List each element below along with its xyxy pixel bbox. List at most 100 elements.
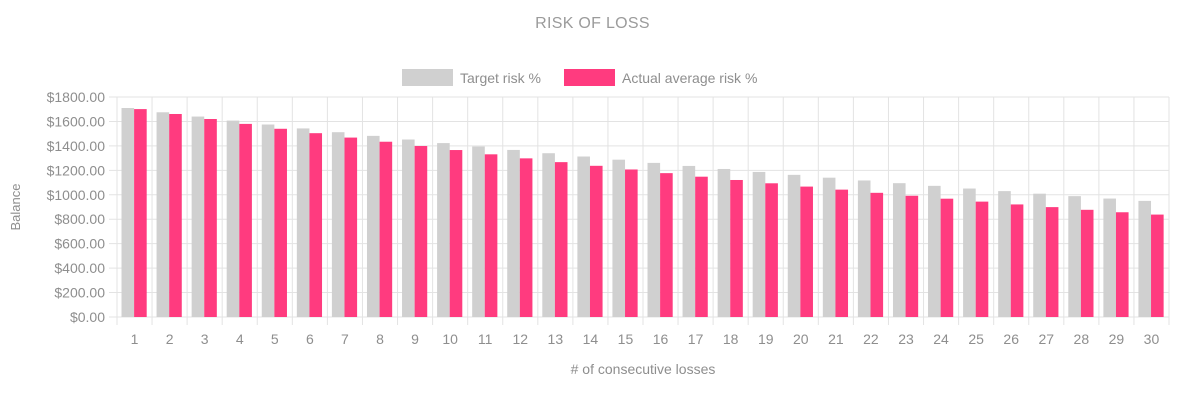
bar-actual[interactable] [940,198,954,317]
y-tick-label: $800.00 [54,211,105,227]
bar-target[interactable] [1033,193,1046,317]
y-tick-label: $1800.00 [47,89,106,105]
bar-actual[interactable] [274,128,287,317]
y-tick-label: $600.00 [54,236,105,252]
legend-label[interactable]: Target risk % [460,70,541,86]
x-tick-label: 23 [898,331,914,347]
bar-target[interactable] [612,159,626,317]
bar-actual[interactable] [1010,204,1024,317]
x-tick-label: 25 [968,331,984,347]
bar-target[interactable] [1103,198,1116,317]
x-tick-label: 3 [201,331,209,347]
bar-actual[interactable] [730,179,743,317]
bar-actual[interactable] [905,195,919,317]
bar-actual[interactable] [484,154,498,317]
bar-actual[interactable] [765,183,778,317]
x-tick-label: 27 [1038,331,1054,347]
x-tick-label: 18 [723,331,739,347]
x-tick-label: 2 [166,331,174,347]
bar-target[interactable] [752,171,766,317]
bar-target[interactable] [647,162,661,317]
bar-target[interactable] [857,180,871,317]
axes: $0.00 $200.00 $400.00 $600.00 $800.00 $1000.0… [47,89,1160,347]
legend-swatch[interactable] [564,69,615,86]
bar-actual[interactable] [519,158,533,317]
chart-title: RISK OF LOSS [535,15,650,32]
x-tick-label: 11 [478,331,493,347]
bar-actual[interactable] [134,109,147,317]
bar-target[interactable] [296,128,310,317]
bar-target[interactable] [507,149,520,317]
y-tick-label: $1000.00 [47,187,106,203]
legend-label[interactable]: Actual average risk % [622,70,757,86]
legend[interactable]: Target risk % Actual average risk % [402,69,757,86]
bar-actual[interactable] [554,162,568,317]
bar-target[interactable] [998,191,1011,317]
bar-actual[interactable] [589,165,603,317]
bar-target[interactable] [577,156,590,317]
bar-actual[interactable] [1080,209,1094,317]
bar-target[interactable] [1068,196,1081,317]
bar-actual[interactable] [1115,212,1129,317]
bar-target[interactable] [717,168,731,317]
x-tick-label: 5 [271,331,279,347]
bar-actual[interactable] [414,146,428,317]
bar-target[interactable] [191,116,205,317]
x-tick-label: 22 [863,331,879,347]
bar-actual[interactable] [1045,207,1059,317]
bar-target[interactable] [822,177,836,317]
bar-actual[interactable] [379,141,393,317]
x-tick-label: 15 [618,331,634,347]
x-tick-label: 7 [341,331,349,347]
bar-target[interactable] [121,108,135,317]
bar-actual[interactable] [239,123,252,317]
bar-actual[interactable] [625,169,638,317]
x-tick-label: 21 [828,331,844,347]
bar-target[interactable] [892,183,906,317]
bar-target[interactable] [156,112,170,317]
bar-actual[interactable] [800,186,813,317]
x-tick-label: 24 [933,331,949,347]
x-tick-label: 4 [236,331,244,347]
y-tick-label: $200.00 [54,285,105,301]
bar-target[interactable] [928,185,941,317]
bar-target[interactable] [1138,200,1152,317]
bar-actual[interactable] [835,189,849,317]
bar-actual[interactable] [344,137,358,317]
bar-target[interactable] [261,124,275,318]
bar-actual[interactable] [169,113,182,318]
bar-actual[interactable] [309,133,323,317]
x-tick-label: 16 [653,331,669,347]
bar-target[interactable] [963,188,976,317]
bar-target[interactable] [542,153,555,317]
x-tick-label: 6 [306,331,314,347]
bar-target[interactable] [437,143,450,317]
bar-target[interactable] [366,135,380,317]
bars [121,108,1164,318]
bar-actual[interactable] [1151,214,1164,317]
x-tick-label: 30 [1144,331,1160,347]
grid-lines [109,96,1170,325]
bar-actual[interactable] [449,150,463,317]
bar-target[interactable] [331,132,345,317]
bar-target[interactable] [787,174,801,317]
x-tick-label: 17 [688,331,704,347]
x-tick-label: 20 [793,331,809,347]
x-tick-label: 28 [1074,331,1090,347]
legend-swatch[interactable] [402,69,453,86]
x-tick-label: 9 [411,331,419,347]
bar-actual[interactable] [870,192,884,317]
x-tick-label: 8 [376,331,384,347]
bar-target[interactable] [682,165,696,317]
bar-actual[interactable] [660,173,673,317]
bar-actual[interactable] [975,201,989,317]
bar-actual[interactable] [204,119,217,317]
y-tick-label: $400.00 [54,260,105,276]
bar-target[interactable] [226,120,240,317]
bar-actual[interactable] [695,176,708,317]
bar-target[interactable] [472,146,485,318]
x-tick-label: 14 [583,331,599,347]
bar-target[interactable] [402,139,415,317]
y-tick-label: $1400.00 [47,138,106,154]
